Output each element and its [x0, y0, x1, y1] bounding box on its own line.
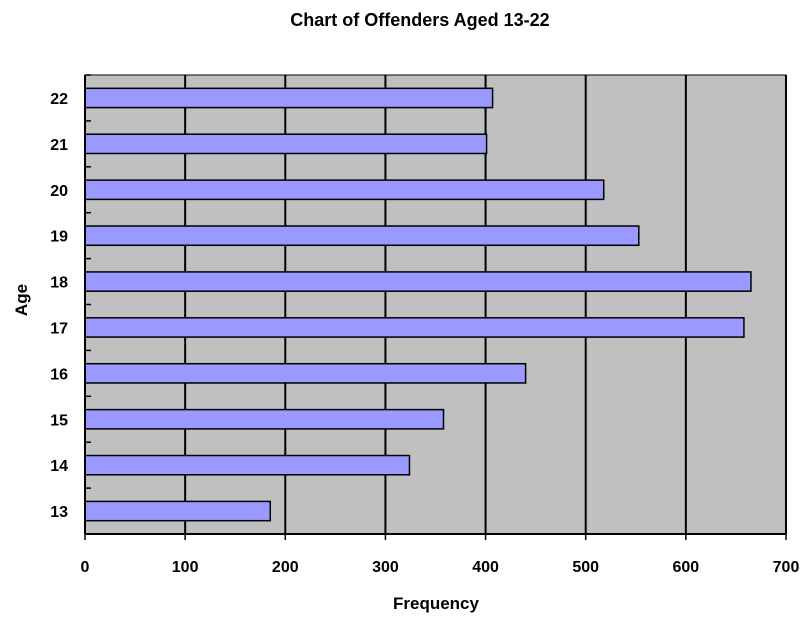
bar-age-13: [84, 500, 272, 522]
y-tick-label-15: 15: [50, 412, 68, 429]
y-tick-label-13: 13: [50, 504, 68, 521]
y-tick-label-22: 22: [50, 91, 68, 108]
y-tick-label-20: 20: [50, 183, 68, 200]
y-tick-label-17: 17: [50, 320, 68, 337]
y-tick-label-21: 21: [50, 137, 68, 154]
y-tick-labels: 13 14 15 16 17 18 19 20 21 22: [50, 91, 68, 521]
x-axis-label: Frequency: [393, 594, 480, 613]
x-tick-label-700: 700: [773, 559, 800, 576]
x-tick-label-200: 200: [272, 559, 299, 576]
bar-age-20: [84, 179, 605, 201]
x-tick-label-300: 300: [372, 559, 399, 576]
bar-age-17: [84, 317, 745, 338]
bar-age-22: [84, 87, 494, 109]
x-tick-label-500: 500: [572, 559, 599, 576]
x-tick-label-400: 400: [472, 559, 499, 576]
bar-age-21: [84, 133, 488, 155]
chart-title: Chart of Offenders Aged 13-22: [290, 10, 549, 30]
bars: [84, 87, 752, 522]
axes: [84, 74, 787, 540]
y-tick-label-18: 18: [50, 275, 68, 292]
x-tick-label-100: 100: [172, 559, 199, 576]
y-axis-label: Age: [12, 284, 31, 316]
bar-age-15: [84, 408, 445, 430]
bar-age-16: [84, 362, 527, 384]
bar-age-18: [84, 271, 752, 292]
bar-age-19: [84, 225, 640, 247]
y-tick-label-19: 19: [50, 229, 68, 246]
y-tick-label-16: 16: [50, 366, 68, 383]
bar-age-14: [84, 454, 411, 476]
x-tick-labels: 0 100 200 300 400 500 600 700: [81, 559, 800, 576]
x-tick-label-0: 0: [81, 559, 90, 576]
y-tick-label-14: 14: [50, 458, 68, 475]
x-tick-label-600: 600: [673, 559, 700, 576]
